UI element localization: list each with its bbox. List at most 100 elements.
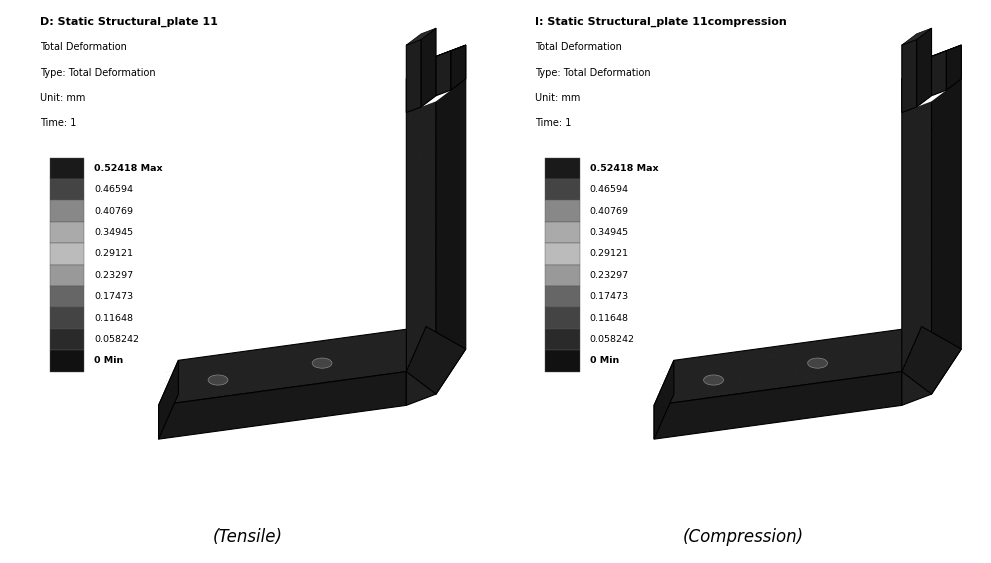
Point <box>896 280 912 289</box>
Point <box>731 361 747 370</box>
Point <box>372 332 387 341</box>
Point <box>896 194 912 203</box>
Point <box>918 326 934 335</box>
Point <box>820 344 835 353</box>
Point <box>897 107 913 116</box>
Point <box>401 246 417 255</box>
Point <box>294 358 310 367</box>
Point <box>402 249 418 258</box>
Point <box>827 363 843 372</box>
Point <box>206 360 222 369</box>
Point <box>860 358 876 367</box>
Point <box>412 197 428 206</box>
Point <box>901 158 917 167</box>
Point <box>421 239 437 248</box>
Point <box>898 156 914 165</box>
Point <box>199 372 215 381</box>
Point <box>411 315 427 324</box>
Point <box>278 351 294 360</box>
Point <box>208 369 224 378</box>
Point <box>896 220 912 229</box>
Point <box>890 333 906 342</box>
Point <box>289 347 305 356</box>
Point <box>365 352 381 361</box>
Point <box>837 338 853 347</box>
Point <box>401 107 417 116</box>
Point <box>844 343 860 352</box>
Point <box>310 344 326 353</box>
Point <box>717 388 733 397</box>
Point <box>760 351 776 360</box>
Point <box>209 361 225 370</box>
Point <box>796 348 812 357</box>
Point <box>917 117 933 126</box>
Point <box>905 342 921 351</box>
Text: 0.17473: 0.17473 <box>590 292 628 301</box>
Point <box>684 369 700 378</box>
Point <box>373 360 388 369</box>
Point <box>427 123 443 132</box>
Point <box>818 364 833 373</box>
Point <box>423 267 439 276</box>
Point <box>282 374 298 383</box>
Point <box>193 382 209 391</box>
Point <box>367 334 383 343</box>
Point <box>339 342 355 351</box>
Point <box>166 374 182 383</box>
Point <box>290 344 306 353</box>
Polygon shape <box>421 90 451 107</box>
Point <box>896 137 912 146</box>
Point <box>898 112 914 121</box>
Point <box>264 373 279 382</box>
Point <box>922 118 937 127</box>
Point <box>401 359 417 368</box>
Point <box>706 377 721 386</box>
Point <box>800 351 816 360</box>
Point <box>922 215 937 224</box>
Point <box>275 361 291 370</box>
Point <box>407 101 423 110</box>
Point <box>421 145 437 154</box>
Point <box>724 360 740 369</box>
Point <box>801 347 817 356</box>
Point <box>910 261 926 270</box>
Point <box>668 385 684 394</box>
Point <box>360 333 376 342</box>
Point <box>703 388 718 397</box>
Point <box>403 127 419 136</box>
Point <box>289 361 305 370</box>
Point <box>887 330 903 339</box>
Point <box>766 351 782 360</box>
Point <box>729 379 745 388</box>
Point <box>896 222 912 231</box>
Point <box>344 359 360 368</box>
Point <box>899 264 915 273</box>
Point <box>899 359 915 368</box>
Point <box>209 379 225 388</box>
Point <box>794 373 810 382</box>
Point <box>722 357 738 366</box>
Point <box>337 343 353 352</box>
Point <box>877 352 893 361</box>
Point <box>412 251 428 260</box>
Point <box>306 345 322 354</box>
Point <box>405 334 421 343</box>
Point <box>799 366 815 375</box>
Point <box>694 368 710 377</box>
Point <box>652 392 668 401</box>
Point <box>419 314 435 323</box>
Point <box>221 388 237 397</box>
Point <box>921 248 936 257</box>
Point <box>916 107 932 116</box>
Point <box>407 103 423 112</box>
Point <box>904 355 920 364</box>
Point <box>682 387 698 396</box>
Point <box>699 381 715 390</box>
Point <box>415 89 431 98</box>
Point <box>726 381 742 390</box>
Text: 0.46594: 0.46594 <box>94 185 133 194</box>
Point <box>780 377 796 386</box>
Point <box>897 174 913 183</box>
Point <box>259 378 275 387</box>
Point <box>914 318 930 327</box>
